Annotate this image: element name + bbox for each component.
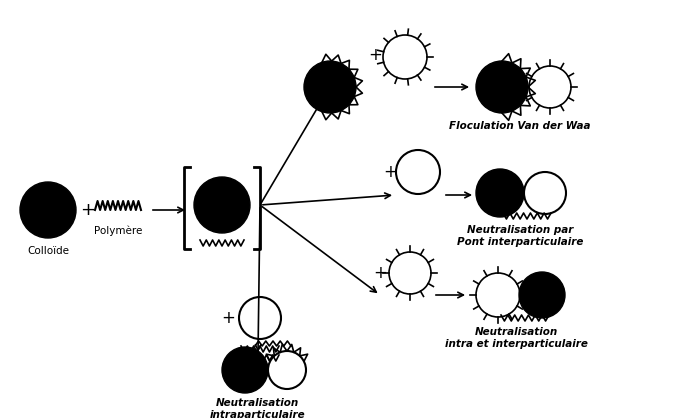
Circle shape bbox=[476, 61, 528, 113]
Text: +: + bbox=[81, 201, 95, 219]
Text: +: + bbox=[373, 264, 387, 282]
Circle shape bbox=[519, 272, 565, 318]
Circle shape bbox=[529, 66, 571, 108]
Circle shape bbox=[20, 182, 76, 238]
Circle shape bbox=[383, 35, 427, 79]
Text: +: + bbox=[221, 309, 235, 327]
Circle shape bbox=[268, 351, 306, 389]
Circle shape bbox=[389, 252, 431, 294]
Circle shape bbox=[476, 169, 524, 217]
Circle shape bbox=[222, 347, 268, 393]
Circle shape bbox=[304, 61, 356, 113]
Text: Polymère: Polymère bbox=[94, 225, 142, 235]
Text: +: + bbox=[383, 163, 397, 181]
Text: Neutralisation par
Pont interparticulaire: Neutralisation par Pont interparticulair… bbox=[457, 225, 583, 247]
Circle shape bbox=[239, 297, 281, 339]
Text: +: + bbox=[368, 46, 382, 64]
Circle shape bbox=[476, 273, 520, 317]
Text: Colloïde: Colloïde bbox=[27, 246, 69, 256]
Circle shape bbox=[396, 150, 440, 194]
Text: Neutralisation
intraparticulaire: Neutralisation intraparticulaire bbox=[209, 398, 305, 418]
Text: Floculation Van der Waa: Floculation Van der Waa bbox=[449, 121, 591, 131]
Text: Neutralisation
intra et interparticulaire: Neutralisation intra et interparticulair… bbox=[445, 327, 587, 349]
Circle shape bbox=[194, 177, 250, 233]
Circle shape bbox=[524, 172, 566, 214]
